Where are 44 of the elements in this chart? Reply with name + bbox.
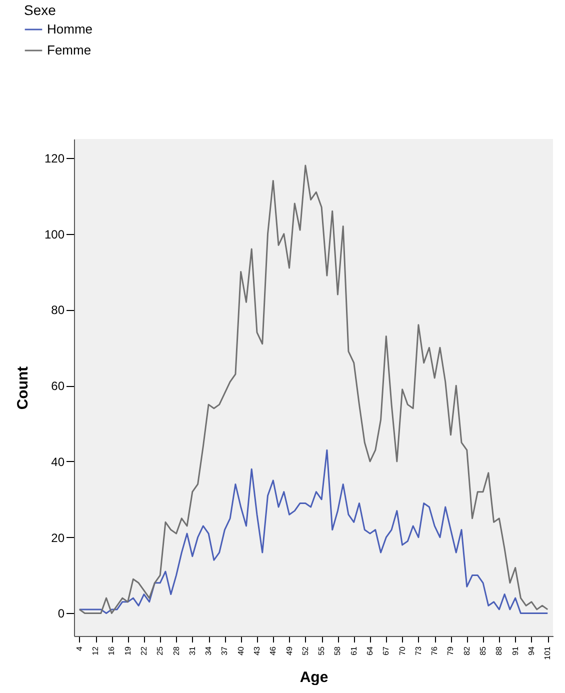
x-tick-label: 12 xyxy=(91,646,100,656)
x-tick-label: 58 xyxy=(333,646,342,656)
x-tick-label: 82 xyxy=(462,646,472,656)
x-tick-label: 37 xyxy=(220,646,230,656)
x-tick-label: 67 xyxy=(382,646,391,656)
x-tick-label: 61 xyxy=(349,646,358,656)
x-tick-label: 28 xyxy=(172,646,181,656)
x-tick-label: 43 xyxy=(252,646,262,656)
x-tick-label: 40 xyxy=(236,646,246,656)
y-tick-label: 40 xyxy=(51,454,65,469)
y-tick-label: 0 xyxy=(58,606,65,621)
x-axis-title: Age xyxy=(300,668,328,686)
legend-title: Sexe xyxy=(24,2,56,18)
x-tick-label: 52 xyxy=(300,646,310,656)
x-tick-label: 55 xyxy=(317,646,326,656)
x-tick-label: 31 xyxy=(188,646,197,656)
line-series xyxy=(78,449,548,614)
x-tick-label: 94 xyxy=(526,646,536,656)
x-tick-label: 88 xyxy=(494,646,504,656)
line-series xyxy=(78,164,548,614)
y-tick-label: 120 xyxy=(44,151,65,166)
y-axis-title: Count xyxy=(14,366,32,410)
x-tick-label: 79 xyxy=(446,646,456,656)
x-tick-label: 4 xyxy=(74,646,84,651)
x-tick-label: 16 xyxy=(107,646,116,656)
x-tick-label: 19 xyxy=(123,646,132,656)
legend-label: Femme xyxy=(47,42,92,58)
y-tick-label: 20 xyxy=(51,530,65,545)
x-tick-label: 70 xyxy=(398,646,407,656)
x-tick-label: 73 xyxy=(414,646,423,656)
x-tick-label: 25 xyxy=(156,646,165,656)
y-tick-label: 60 xyxy=(51,379,65,394)
x-tick-label: 101 xyxy=(543,646,552,660)
y-tick-label: 100 xyxy=(44,227,65,242)
x-tick-label: 76 xyxy=(430,646,440,656)
x-tick-label: 49 xyxy=(284,646,294,656)
x-tick-label: 85 xyxy=(478,646,488,656)
x-tick-label: 64 xyxy=(366,646,375,656)
y-tick-label: 80 xyxy=(51,303,65,318)
x-tick-label: 22 xyxy=(139,646,148,656)
x-tick-label: 46 xyxy=(268,646,278,656)
x-tick-label: 91 xyxy=(510,646,520,656)
x-tick-label: 34 xyxy=(204,646,214,656)
legend-label: Homme xyxy=(47,22,93,36)
